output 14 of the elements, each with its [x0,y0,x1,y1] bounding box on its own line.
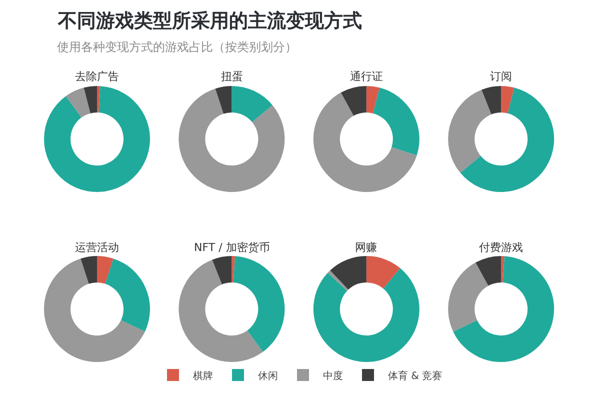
slice-label: 通行证 [350,70,383,83]
chart-title: 不同游戏类型所采用的主流变现方式 [57,10,362,32]
chart-subtitle: 使用各种变现方式的游戏占比（按类别划分） [57,40,297,54]
slice-label: 扭蛋 [221,70,243,83]
slice-label: 运营活动 [75,241,119,254]
legend-label: 体育 & 竞赛 [388,370,442,382]
slice-label: 去除广告 [75,70,119,83]
slice-label: 网赚 [355,241,377,254]
legend-label: 中度 [323,370,343,382]
slice-label: 付费游戏 [479,241,523,254]
legend-label: 棋牌 [193,370,213,382]
slice-label: 订阅 [490,70,512,83]
slice-label: NFT / 加密货币 [194,241,270,254]
legend-label: 休闲 [258,370,278,382]
